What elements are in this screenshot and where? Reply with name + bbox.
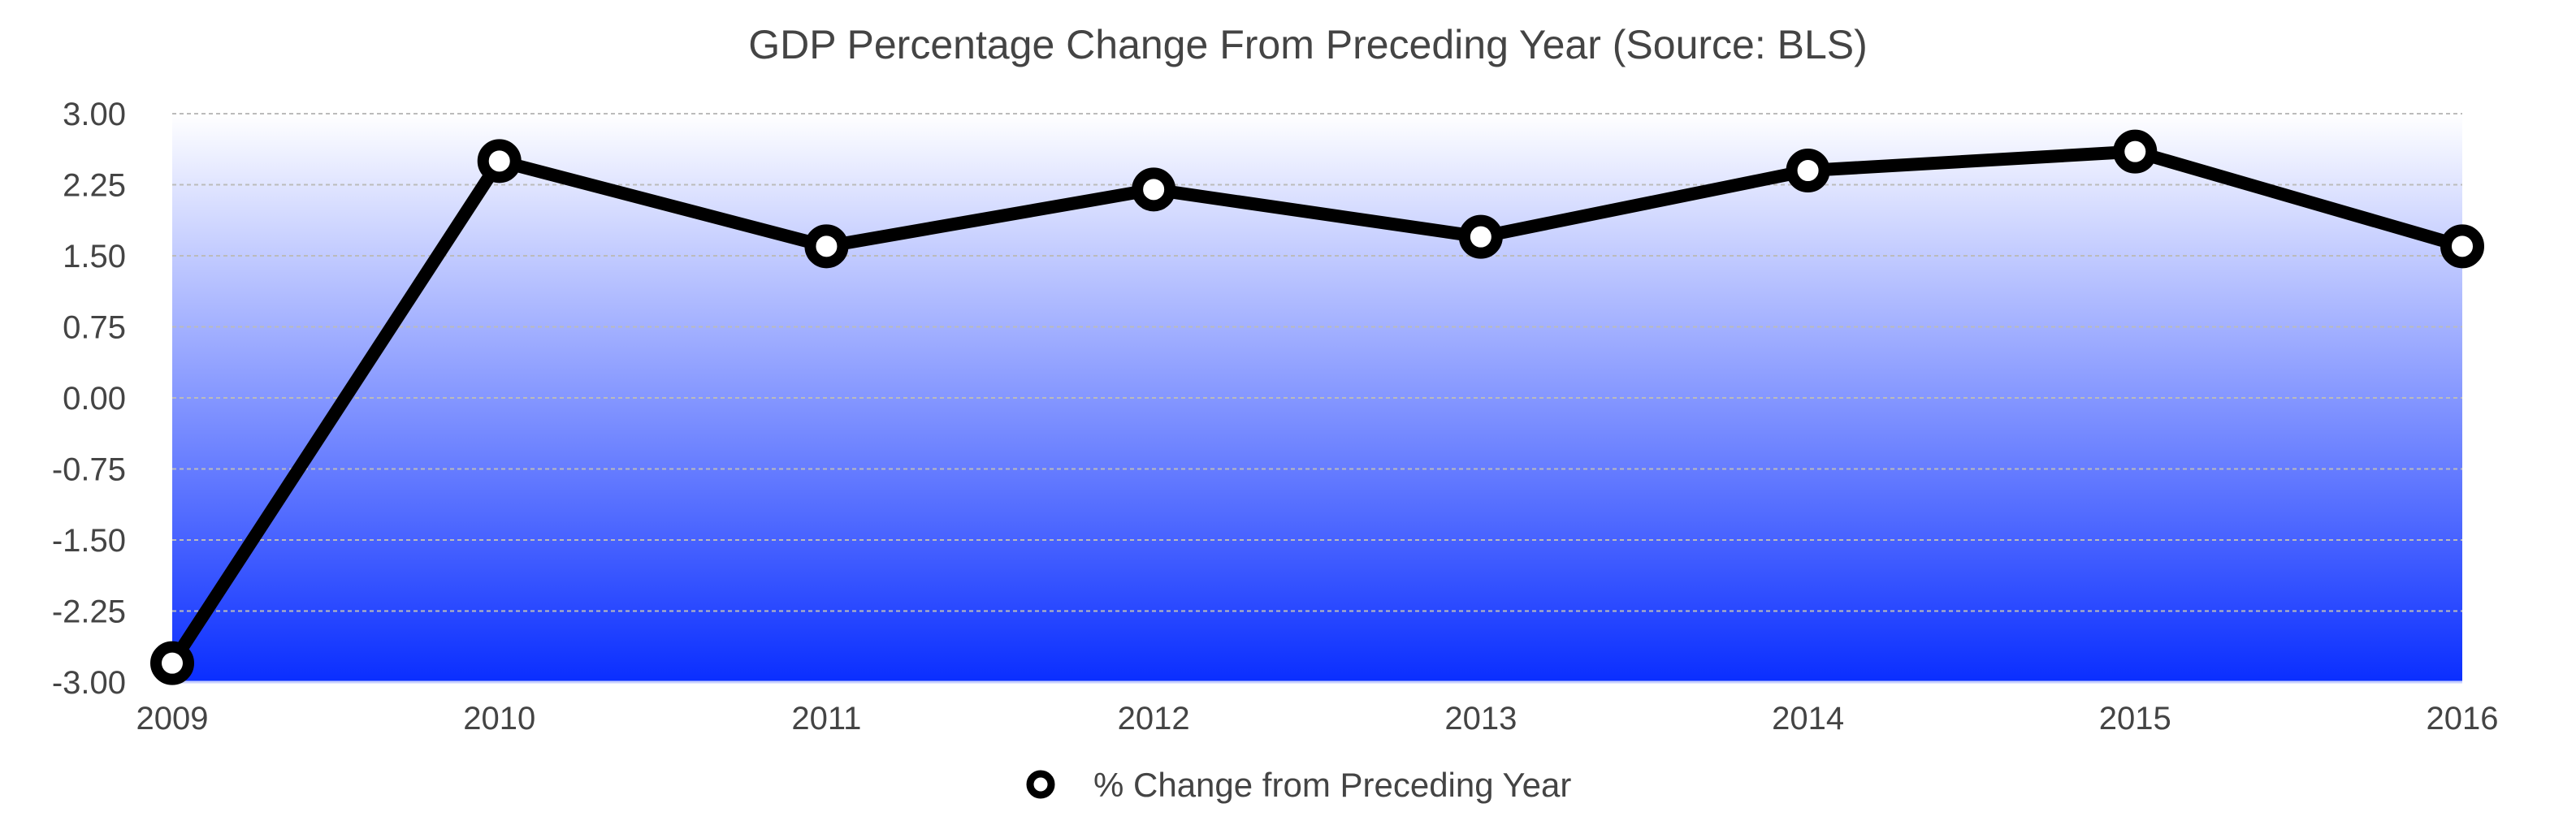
- series-layer: [150, 129, 2484, 685]
- y-tick-label: -1.50: [52, 523, 126, 559]
- x-tick-label: 2016: [2427, 701, 2499, 736]
- data-point[interactable]: [2440, 224, 2484, 269]
- x-tick-label: 2014: [1772, 701, 1844, 736]
- data-point[interactable]: [1458, 214, 1503, 259]
- chart-title: GDP Percentage Change From Preceding Yea…: [748, 22, 1868, 67]
- x-tick-label: 2010: [463, 701, 535, 736]
- y-tick-label: -2.25: [52, 594, 126, 630]
- y-tick-label: 0.00: [63, 381, 126, 417]
- data-point[interactable]: [1132, 167, 1176, 212]
- data-point[interactable]: [150, 641, 194, 685]
- x-tick-label: 2013: [1444, 701, 1517, 736]
- y-tick-label: 0.75: [63, 310, 126, 346]
- x-tick-label: 2012: [1118, 701, 1190, 736]
- data-point[interactable]: [477, 139, 522, 184]
- legend-marker-icon: [1026, 770, 1055, 799]
- x-tick-label: 2011: [791, 701, 861, 736]
- legend[interactable]: % Change from Preceding Year: [1026, 766, 1571, 804]
- data-point[interactable]: [2113, 129, 2158, 174]
- grid-lines: [172, 113, 2462, 684]
- x-tick-label: 2009: [136, 701, 209, 736]
- data-point[interactable]: [804, 224, 849, 269]
- y-tick-label: -0.75: [52, 452, 126, 488]
- y-tick-label: 1.50: [63, 239, 126, 274]
- legend-label: % Change from Preceding Year: [1093, 766, 1571, 804]
- y-tick-label: 3.00: [63, 97, 126, 132]
- y-axis-tick-labels: 3.00 2.25 1.50 0.75 0.00 -0.75 -1.50 -2.25 -3.00: [52, 97, 126, 701]
- x-tick-label: 2015: [2099, 701, 2171, 736]
- x-axis-tick-labels: 2009 2010 2011 2012 2013 2014 2015 2016: [136, 701, 2499, 736]
- y-tick-label: -3.00: [52, 665, 126, 701]
- y-tick-label: 2.25: [63, 168, 126, 204]
- data-point[interactable]: [1786, 149, 1830, 192]
- series-line: [166, 145, 2469, 670]
